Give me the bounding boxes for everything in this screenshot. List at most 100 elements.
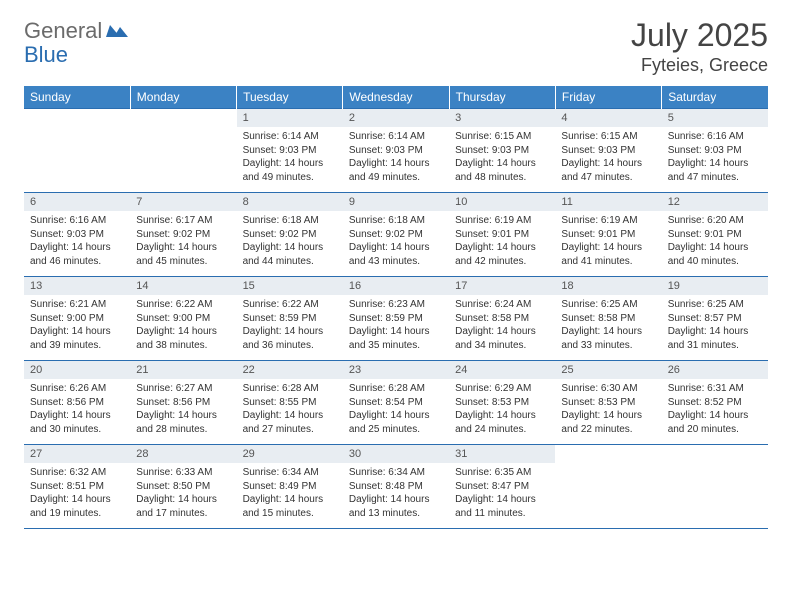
day-details: Sunrise: 6:31 AMSunset: 8:52 PMDaylight:… [662, 379, 768, 440]
weekday-header: Wednesday [343, 86, 449, 109]
day-number: 3 [449, 109, 555, 127]
day-number: 19 [662, 277, 768, 295]
empty-cell: . [130, 109, 236, 193]
title-block: July 2025 Fyteies, Greece [631, 18, 768, 76]
logo-line2: Blue [24, 42, 68, 68]
day-number: 6 [24, 193, 130, 211]
day-details: Sunrise: 6:22 AMSunset: 8:59 PMDaylight:… [237, 295, 343, 356]
weekday-header: Thursday [449, 86, 555, 109]
day-number: 17 [449, 277, 555, 295]
day-number: 18 [555, 277, 661, 295]
day-number: 7 [130, 193, 236, 211]
day-cell: 2Sunrise: 6:14 AMSunset: 9:03 PMDaylight… [343, 109, 449, 193]
day-number: 13 [24, 277, 130, 295]
logo-mark-icon [106, 21, 128, 42]
day-cell: 10Sunrise: 6:19 AMSunset: 9:01 PMDayligh… [449, 193, 555, 277]
day-cell: 26Sunrise: 6:31 AMSunset: 8:52 PMDayligh… [662, 361, 768, 445]
day-details: Sunrise: 6:30 AMSunset: 8:53 PMDaylight:… [555, 379, 661, 440]
day-cell: 5Sunrise: 6:16 AMSunset: 9:03 PMDaylight… [662, 109, 768, 193]
day-cell: 4Sunrise: 6:15 AMSunset: 9:03 PMDaylight… [555, 109, 661, 193]
day-number: 14 [130, 277, 236, 295]
calendar-row: 27Sunrise: 6:32 AMSunset: 8:51 PMDayligh… [24, 445, 768, 529]
day-cell: 13Sunrise: 6:21 AMSunset: 9:00 PMDayligh… [24, 277, 130, 361]
day-cell: 11Sunrise: 6:19 AMSunset: 9:01 PMDayligh… [555, 193, 661, 277]
day-number: 28 [130, 445, 236, 463]
day-number: 20 [24, 361, 130, 379]
location: Fyteies, Greece [631, 55, 768, 76]
day-cell: 30Sunrise: 6:34 AMSunset: 8:48 PMDayligh… [343, 445, 449, 529]
day-cell: 3Sunrise: 6:15 AMSunset: 9:03 PMDaylight… [449, 109, 555, 193]
day-number: 25 [555, 361, 661, 379]
day-cell: 25Sunrise: 6:30 AMSunset: 8:53 PMDayligh… [555, 361, 661, 445]
calendar-row: 6Sunrise: 6:16 AMSunset: 9:03 PMDaylight… [24, 193, 768, 277]
day-cell: 28Sunrise: 6:33 AMSunset: 8:50 PMDayligh… [130, 445, 236, 529]
day-cell: 14Sunrise: 6:22 AMSunset: 9:00 PMDayligh… [130, 277, 236, 361]
calendar-row: 13Sunrise: 6:21 AMSunset: 9:00 PMDayligh… [24, 277, 768, 361]
day-number: 16 [343, 277, 449, 295]
day-details: Sunrise: 6:14 AMSunset: 9:03 PMDaylight:… [343, 127, 449, 188]
day-details: Sunrise: 6:34 AMSunset: 8:49 PMDaylight:… [237, 463, 343, 524]
day-cell: 18Sunrise: 6:25 AMSunset: 8:58 PMDayligh… [555, 277, 661, 361]
day-details: Sunrise: 6:18 AMSunset: 9:02 PMDaylight:… [237, 211, 343, 272]
day-cell: 31Sunrise: 6:35 AMSunset: 8:47 PMDayligh… [449, 445, 555, 529]
day-number: 15 [237, 277, 343, 295]
day-details: Sunrise: 6:25 AMSunset: 8:57 PMDaylight:… [662, 295, 768, 356]
day-cell: 7Sunrise: 6:17 AMSunset: 9:02 PMDaylight… [130, 193, 236, 277]
day-number: 29 [237, 445, 343, 463]
day-details: Sunrise: 6:28 AMSunset: 8:54 PMDaylight:… [343, 379, 449, 440]
calendar-row: . . 1Sunrise: 6:14 AMSunset: 9:03 PMDayl… [24, 109, 768, 193]
day-number: 21 [130, 361, 236, 379]
day-details: Sunrise: 6:22 AMSunset: 9:00 PMDaylight:… [130, 295, 236, 356]
day-details: Sunrise: 6:17 AMSunset: 9:02 PMDaylight:… [130, 211, 236, 272]
day-details: Sunrise: 6:26 AMSunset: 8:56 PMDaylight:… [24, 379, 130, 440]
logo-text-general: General [24, 18, 102, 44]
day-cell: 19Sunrise: 6:25 AMSunset: 8:57 PMDayligh… [662, 277, 768, 361]
day-cell: 16Sunrise: 6:23 AMSunset: 8:59 PMDayligh… [343, 277, 449, 361]
day-cell: 20Sunrise: 6:26 AMSunset: 8:56 PMDayligh… [24, 361, 130, 445]
day-details: Sunrise: 6:35 AMSunset: 8:47 PMDaylight:… [449, 463, 555, 524]
day-number: 24 [449, 361, 555, 379]
day-details: Sunrise: 6:29 AMSunset: 8:53 PMDaylight:… [449, 379, 555, 440]
day-cell: 1Sunrise: 6:14 AMSunset: 9:03 PMDaylight… [237, 109, 343, 193]
day-details: Sunrise: 6:16 AMSunset: 9:03 PMDaylight:… [24, 211, 130, 272]
day-details: Sunrise: 6:18 AMSunset: 9:02 PMDaylight:… [343, 211, 449, 272]
day-cell: 8Sunrise: 6:18 AMSunset: 9:02 PMDaylight… [237, 193, 343, 277]
day-cell: 15Sunrise: 6:22 AMSunset: 8:59 PMDayligh… [237, 277, 343, 361]
day-details: Sunrise: 6:32 AMSunset: 8:51 PMDaylight:… [24, 463, 130, 524]
day-details: Sunrise: 6:23 AMSunset: 8:59 PMDaylight:… [343, 295, 449, 356]
day-cell: 12Sunrise: 6:20 AMSunset: 9:01 PMDayligh… [662, 193, 768, 277]
day-number: 23 [343, 361, 449, 379]
day-details: Sunrise: 6:34 AMSunset: 8:48 PMDaylight:… [343, 463, 449, 524]
day-details: Sunrise: 6:24 AMSunset: 8:58 PMDaylight:… [449, 295, 555, 356]
day-cell: 23Sunrise: 6:28 AMSunset: 8:54 PMDayligh… [343, 361, 449, 445]
calendar-row: 20Sunrise: 6:26 AMSunset: 8:56 PMDayligh… [24, 361, 768, 445]
weekday-header: Sunday [24, 86, 130, 109]
logo: General [24, 18, 130, 44]
day-cell: 29Sunrise: 6:34 AMSunset: 8:49 PMDayligh… [237, 445, 343, 529]
day-cell: 21Sunrise: 6:27 AMSunset: 8:56 PMDayligh… [130, 361, 236, 445]
day-details: Sunrise: 6:25 AMSunset: 8:58 PMDaylight:… [555, 295, 661, 356]
empty-cell: . [24, 109, 130, 193]
day-details: Sunrise: 6:16 AMSunset: 9:03 PMDaylight:… [662, 127, 768, 188]
empty-cell: . [555, 445, 661, 529]
day-details: Sunrise: 6:21 AMSunset: 9:00 PMDaylight:… [24, 295, 130, 356]
day-number: 2 [343, 109, 449, 127]
weekday-header: Monday [130, 86, 236, 109]
day-cell: 17Sunrise: 6:24 AMSunset: 8:58 PMDayligh… [449, 277, 555, 361]
calendar-body: . . 1Sunrise: 6:14 AMSunset: 9:03 PMDayl… [24, 109, 768, 529]
day-cell: 6Sunrise: 6:16 AMSunset: 9:03 PMDaylight… [24, 193, 130, 277]
day-details: Sunrise: 6:20 AMSunset: 9:01 PMDaylight:… [662, 211, 768, 272]
day-details: Sunrise: 6:15 AMSunset: 9:03 PMDaylight:… [449, 127, 555, 188]
month-title: July 2025 [631, 18, 768, 53]
day-number: 5 [662, 109, 768, 127]
day-number: 11 [555, 193, 661, 211]
weekday-header: Saturday [662, 86, 768, 109]
day-number: 9 [343, 193, 449, 211]
day-cell: 22Sunrise: 6:28 AMSunset: 8:55 PMDayligh… [237, 361, 343, 445]
day-cell: 27Sunrise: 6:32 AMSunset: 8:51 PMDayligh… [24, 445, 130, 529]
day-cell: 9Sunrise: 6:18 AMSunset: 9:02 PMDaylight… [343, 193, 449, 277]
day-details: Sunrise: 6:15 AMSunset: 9:03 PMDaylight:… [555, 127, 661, 188]
day-details: Sunrise: 6:19 AMSunset: 9:01 PMDaylight:… [555, 211, 661, 272]
day-details: Sunrise: 6:28 AMSunset: 8:55 PMDaylight:… [237, 379, 343, 440]
weekday-header: Tuesday [237, 86, 343, 109]
